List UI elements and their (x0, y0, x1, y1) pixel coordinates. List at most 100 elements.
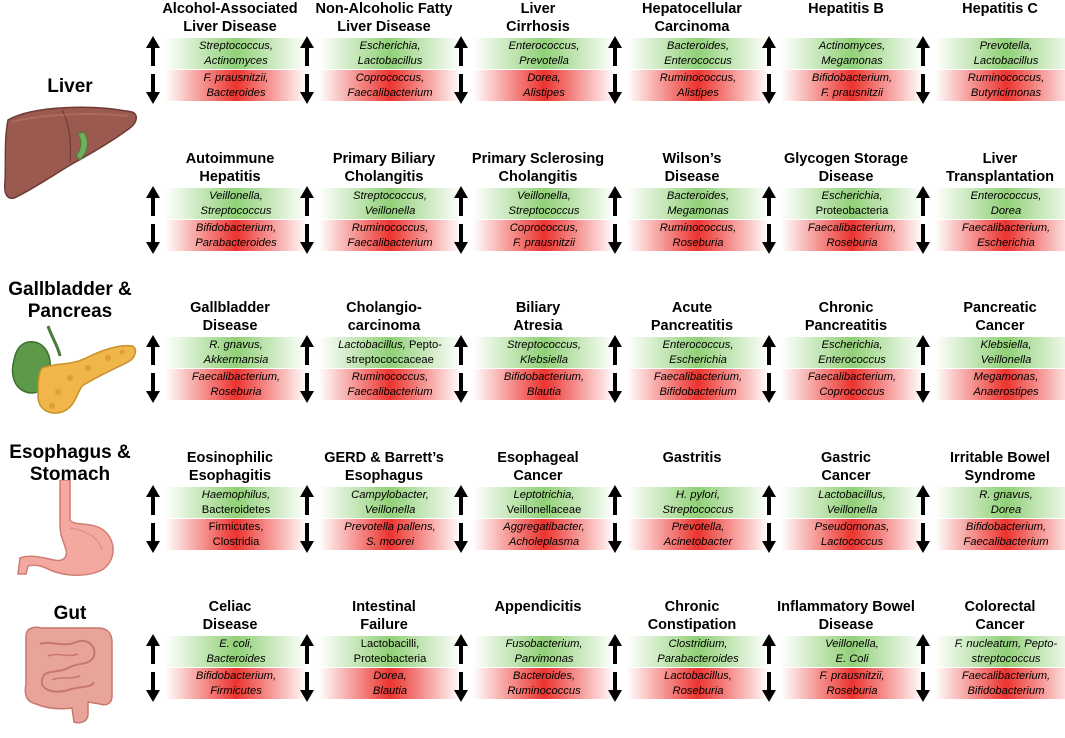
disease-title-line: Hepatocellular (642, 1, 742, 17)
disease-title-line: Disease (202, 318, 258, 334)
taxa-line: Escherichia, (781, 338, 923, 353)
taxa-line: Dorea (935, 503, 1065, 518)
disease-cell: Gastritis H. pylori, Streptococcus Prevotel… (607, 449, 769, 589)
taxon-text: Veillonella (364, 503, 416, 516)
taxa-line: Bifidobacterium (627, 385, 769, 400)
increased-taxa-band: Escherichia, Proteobacteria (781, 188, 923, 219)
taxa-line: Akkermansia (165, 353, 307, 368)
taxon-text: E. Coli (835, 652, 869, 665)
taxon-text: Lactobacillus, (818, 489, 886, 501)
taxon-text: Faecalibacterium, (961, 222, 1051, 234)
disease-cell: Biliary Atresia Streptococcus, Klebsiella Bi… (453, 299, 615, 439)
taxa-line: Bifidobacterium, (473, 370, 615, 385)
taxa-line: Faecalibacterium (319, 236, 461, 251)
taxa-line: Faecalibacterium (319, 86, 461, 101)
taxa-line: Butyricimonas (935, 86, 1065, 101)
taxon-text: Enterococcus, (970, 190, 1042, 202)
taxon-text: Haemophilus, (201, 489, 271, 501)
taxon-text: Acholeplasma (508, 535, 580, 548)
taxon-text: Parabacteroides (195, 236, 277, 249)
up-down-arrow-icon (762, 335, 776, 403)
taxon-text: Anaerostipes (973, 385, 1039, 398)
disease-title-line: Cholangitis (498, 169, 578, 185)
taxa-line: E. Coli (781, 652, 923, 667)
organ-label-esophagus-stomach: Esophagus & Stomach (0, 442, 140, 486)
taxa-line: Bacteroides, (627, 39, 769, 54)
taxa-line: Veillonella (319, 204, 461, 219)
disease-cell: Gallbladder Disease R. gnavus, Akkermansia F… (145, 299, 307, 439)
disease-cell: Colorectal Cancer F. nucleatum, Pepto-stre… (915, 598, 1065, 738)
taxa-line: H. pylori, (627, 488, 769, 503)
taxon-text: Escherichia (669, 353, 727, 366)
disease-title: Gastric Cancer (771, 449, 921, 485)
taxa-line: Streptococcus (473, 204, 615, 219)
taxa-line: Actinomyces (165, 54, 307, 69)
taxon-text: Klebsiella (520, 353, 568, 366)
taxa-line: Dorea, (473, 71, 615, 86)
taxa-line: Prevotella, (627, 520, 769, 535)
taxa-line: Bifidobacterium, (165, 221, 307, 236)
disease-title: Primary Sclerosing Cholangitis (463, 150, 613, 186)
disease-title-line: Inflammatory Bowel (777, 599, 915, 615)
increased-taxa-band: Clostridium, Parabacteroides (627, 636, 769, 667)
disease-title-line: Esophageal (497, 450, 579, 466)
taxa-line: R. gnavus, (165, 338, 307, 353)
taxa-line: Firmicutes, (165, 520, 307, 535)
increased-taxa-band: Enterococcus, Dorea (935, 188, 1065, 219)
disease-cell: Irritable Bowel Syndrome R. gnavus, Dorea Bi… (915, 449, 1065, 589)
taxa-line: Campylobacter, (319, 488, 461, 503)
taxon-text: Veillonella, (825, 638, 879, 650)
disease-title-line: Colorectal (964, 599, 1036, 615)
taxon-text: Lactobacillus, (664, 670, 732, 682)
up-down-arrow-icon (146, 485, 160, 553)
disease-cell: Eosinophilic Esophagitis Haemophilus, Bacte… (145, 449, 307, 589)
disease-title-line: Wilson’s (662, 151, 722, 167)
disease-title: Acute Pancreatitis (617, 299, 767, 335)
disease-cell: Chronic Pancreatitis Escherichia, Enterococ… (761, 299, 923, 439)
taxon-text: Clostridia (212, 535, 260, 548)
disease-title-line: Intestinal (352, 599, 416, 615)
organ-label-gallbladder-pancreas: Gallbladder & Pancreas (0, 279, 140, 323)
taxon-text: Blautia (526, 385, 562, 398)
decreased-taxa-band: F. prausnitzii, Roseburia (781, 668, 923, 699)
taxon-text: Enterococcus, (662, 339, 734, 351)
increased-taxa-band: R. gnavus, Dorea (935, 487, 1065, 518)
taxon-text: Bifidobacterium, (195, 670, 277, 682)
decreased-taxa-band: Ruminococcus, Roseburia (627, 220, 769, 251)
increased-taxa-band: Escherichia, Enterococcus (781, 337, 923, 368)
disease-title: Chronic Pancreatitis (771, 299, 921, 335)
taxa-line: Klebsiella (473, 353, 615, 368)
taxon-text: Akkermansia (203, 353, 269, 366)
organ-label-line: Pancreas (27, 301, 113, 322)
taxon-text: Veillonella, (517, 190, 571, 202)
disease-title: Cholangio-carcinoma (309, 299, 459, 335)
organ-label-text: Liver (47, 76, 93, 97)
increased-taxa-band: Veillonella, E. Coli (781, 636, 923, 667)
disease-title-line: Liver Disease (337, 19, 431, 35)
disease-title-line: Atresia (513, 318, 563, 334)
disease-title-line: Alcohol-Associated (162, 1, 298, 17)
disease-title-line: Primary Sclerosing (471, 151, 605, 167)
taxon-text: Ruminococcus (507, 684, 581, 697)
taxa-line: F. prausnitzii, (165, 71, 307, 86)
taxon-text: Faecalibacterium (347, 385, 433, 398)
taxon-text: Veillonellaceae (506, 503, 582, 516)
taxon-text: Prevotella pallens, (344, 521, 436, 533)
taxa-line: Megamonas (627, 204, 769, 219)
disease-cell: Celiac Disease E. coli, Bacteroides Bifidoba… (145, 598, 307, 738)
taxon-text: Lactobacillus, (338, 339, 406, 351)
up-down-arrow-icon (454, 485, 468, 553)
taxa-line: Alistipes (627, 86, 769, 101)
decreased-taxa-band: Coprococcus, Faecalibacterium (319, 70, 461, 101)
disease-title: Liver Cirrhosis (463, 0, 613, 36)
up-down-arrow-icon (454, 634, 468, 702)
taxon-text: Lactobacilli, (360, 638, 420, 650)
disease-title-line: Esophagitis (188, 468, 272, 484)
decreased-taxa-band: F. prausnitzii, Bacteroides (165, 70, 307, 101)
disease-title-line: Hepatitis (199, 169, 261, 185)
disease-cell: Gastric Cancer Lactobacillus, Veillonella Ps… (761, 449, 923, 589)
disease-cell: Autoimmune Hepatitis Veillonella, Streptoco… (145, 150, 307, 290)
decreased-taxa-band: Ruminococcus, Faecalibacterium (319, 369, 461, 400)
taxon-text: Roseburia (826, 236, 878, 249)
up-down-arrow-icon (916, 335, 930, 403)
